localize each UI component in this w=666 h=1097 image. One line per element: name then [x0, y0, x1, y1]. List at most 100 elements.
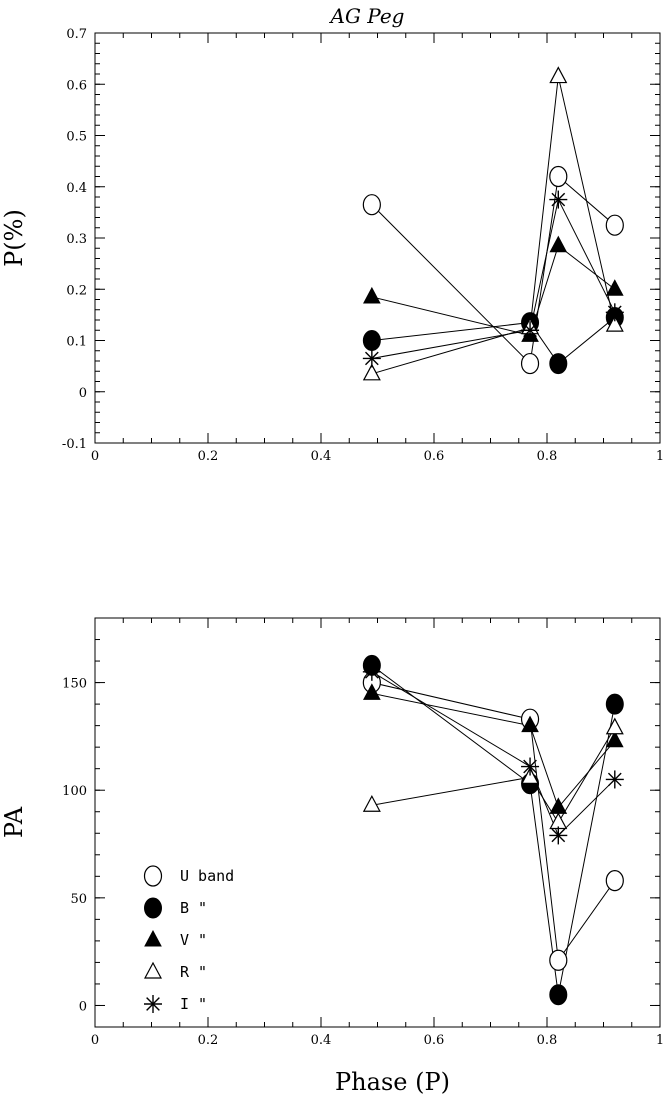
data-point-series-3 — [549, 235, 568, 253]
data-point-series-5-stroke — [607, 772, 622, 787]
legend-marker-shape — [143, 865, 163, 887]
data-point-series-3 — [521, 715, 539, 733]
data-point-series-5 — [605, 303, 624, 322]
data-point-series-4-shape — [521, 767, 540, 784]
legend-marker — [144, 961, 162, 979]
data-point-series-2-shape — [605, 693, 624, 715]
y-tick-label: 0.6 — [66, 78, 87, 93]
legend-marker-stroke — [146, 997, 160, 1011]
data-point-series-1-shape — [605, 870, 624, 892]
y-axis-label: PA — [0, 806, 28, 838]
legend-marker — [144, 897, 162, 919]
x-axis-label: Phase (P) — [335, 1068, 450, 1096]
chart-title: AG Peg — [329, 4, 405, 28]
data-point-series-3 — [605, 730, 624, 748]
legend-marker — [143, 865, 163, 887]
data-point-series-1 — [549, 949, 568, 971]
series-line-5 — [371, 671, 616, 837]
series-line-3 — [371, 244, 616, 336]
data-point-series-4 — [521, 767, 540, 784]
data-point-series-5 — [521, 757, 540, 776]
legend-marker — [144, 929, 162, 947]
series-line-4 — [371, 76, 616, 375]
data-point-series-2 — [362, 330, 381, 351]
legend-marker-shape — [144, 929, 162, 947]
data-point-series-2 — [549, 353, 568, 375]
y-tick-label: 150 — [62, 677, 87, 692]
data-point-series-1 — [520, 352, 540, 375]
x-tick-label: 0 — [91, 1033, 99, 1048]
data-point-series-1-shape — [605, 214, 624, 236]
data-point-series-4 — [549, 66, 568, 84]
y-tick-label: 0.7 — [66, 27, 87, 42]
data-point-series-2-shape — [549, 353, 568, 375]
x-tick-label: 0.6 — [424, 449, 445, 464]
data-point-series-3-shape — [363, 683, 381, 700]
data-point-series-3 — [363, 683, 381, 700]
legend-marker — [144, 995, 162, 1013]
data-point-series-2 — [605, 693, 624, 715]
data-point-series-1-shape — [549, 165, 568, 188]
x-tick-label: 0.8 — [537, 1033, 558, 1048]
data-point-series-3 — [605, 279, 624, 296]
series-line-1 — [371, 175, 616, 365]
y-tick-label: 0.4 — [66, 181, 87, 196]
data-point-series-2-shape — [362, 330, 381, 351]
data-point-series-4-shape — [549, 66, 568, 84]
series-line-1 — [371, 682, 616, 962]
legend-label: V " — [180, 931, 207, 949]
y-tick-label: 50 — [70, 892, 87, 907]
data-point-series-1 — [549, 165, 568, 188]
data-point-series-5-stroke — [364, 351, 379, 366]
chart-panel-1: 0 0.2 0.4 0.6 0.8 1 -0.1 0 0.1 0.2 0.3 0.4 0.5 0.6 0.7… — [0, 4, 664, 464]
data-point-series-1 — [605, 870, 624, 892]
data-point-series-5-stroke — [551, 192, 566, 207]
legend-label: B " — [180, 899, 207, 917]
x-tick-label: 0.2 — [198, 449, 219, 464]
data-point-series-2 — [549, 984, 568, 1006]
y-tick-label: 0 — [79, 386, 87, 401]
data-point-series-4 — [362, 795, 381, 812]
data-point-series-5 — [521, 321, 540, 340]
x-tick-label: 0.2 — [198, 1033, 219, 1048]
data-point-series-5-stroke — [523, 323, 537, 338]
data-point-series-1-shape — [520, 352, 540, 375]
data-point-series-4 — [362, 363, 381, 381]
legend-label: I " — [180, 995, 207, 1013]
y-tick-label: 0.2 — [66, 283, 87, 298]
x-tick-label: 0.8 — [537, 449, 558, 464]
series-line-4 — [371, 727, 616, 824]
y-tick-label: 0 — [79, 999, 87, 1014]
data-point-series-1-shape — [362, 194, 381, 216]
y-tick-label: 100 — [62, 784, 87, 799]
y-tick-label: 0.5 — [66, 130, 87, 145]
series-line-2 — [371, 664, 616, 995]
legend: U band B " V " R " I " — [143, 865, 234, 1013]
data-point-series-4-shape — [605, 314, 624, 332]
data-point-series-4-shape — [362, 795, 381, 812]
data-point-series-5 — [549, 826, 568, 845]
x-tick-label: 1 — [656, 449, 664, 464]
y-axis-label: P(%) — [0, 209, 28, 267]
data-point-series-1 — [362, 194, 381, 216]
x-tick-label: 1 — [656, 1033, 664, 1048]
x-tick-label: 0 — [91, 449, 99, 464]
data-point-series-2-shape — [549, 984, 568, 1006]
data-point-series-3-shape — [549, 235, 568, 253]
data-point-series-5 — [362, 662, 381, 681]
data-point-series-1-shape — [549, 949, 568, 971]
data-point-series-4-shape — [605, 717, 624, 735]
plot-frame — [94, 32, 661, 444]
data-point-series-4 — [605, 717, 624, 735]
chart-panel-2: 0 0.2 0.4 0.6 0.8 1 0 50 100 150 PA Phase (P) U band… — [0, 617, 664, 1096]
data-point-series-5-stroke — [523, 759, 537, 774]
series-line-3 — [371, 692, 616, 809]
series-line-5 — [371, 198, 616, 359]
x-tick-label: 0.6 — [424, 1033, 445, 1048]
data-point-series-4 — [605, 314, 624, 332]
y-tick-label: 0.3 — [66, 232, 87, 247]
data-point-series-1 — [605, 214, 624, 236]
data-point-series-5-stroke — [364, 664, 379, 679]
data-point-series-5-stroke — [551, 828, 566, 843]
